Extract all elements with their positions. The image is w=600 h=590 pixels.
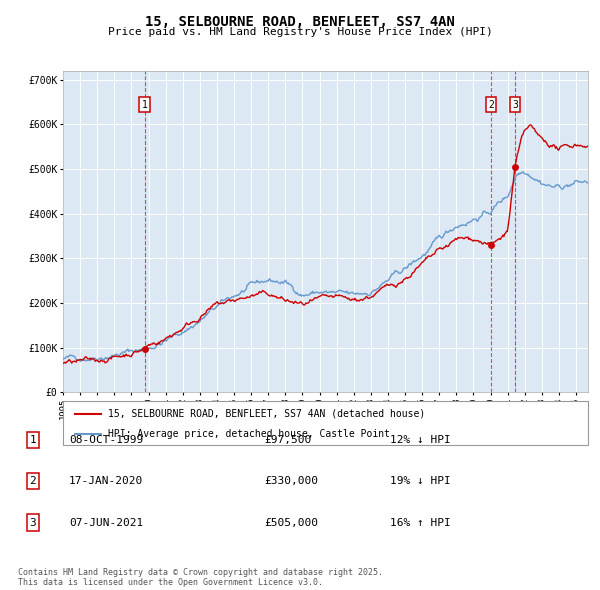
FancyBboxPatch shape [63,401,588,445]
Text: Contains HM Land Registry data © Crown copyright and database right 2025.
This d: Contains HM Land Registry data © Crown c… [18,568,383,587]
Text: 3: 3 [29,517,37,527]
Text: Price paid vs. HM Land Registry's House Price Index (HPI): Price paid vs. HM Land Registry's House … [107,27,493,37]
Text: 15, SELBOURNE ROAD, BENFLEET, SS7 4AN (detached house): 15, SELBOURNE ROAD, BENFLEET, SS7 4AN (d… [107,409,425,418]
Text: £97,500: £97,500 [264,435,311,445]
Text: £330,000: £330,000 [264,476,318,486]
Text: HPI: Average price, detached house, Castle Point: HPI: Average price, detached house, Cast… [107,430,389,440]
Text: 1: 1 [29,435,37,445]
Text: 07-JUN-2021: 07-JUN-2021 [69,517,143,527]
Text: 1: 1 [142,100,148,110]
Text: 16% ↑ HPI: 16% ↑ HPI [390,517,451,527]
Text: £505,000: £505,000 [264,517,318,527]
Text: 17-JAN-2020: 17-JAN-2020 [69,476,143,486]
Text: 08-OCT-1999: 08-OCT-1999 [69,435,143,445]
Text: 2: 2 [488,100,494,110]
Text: 15, SELBOURNE ROAD, BENFLEET, SS7 4AN: 15, SELBOURNE ROAD, BENFLEET, SS7 4AN [145,15,455,29]
Text: 12% ↓ HPI: 12% ↓ HPI [390,435,451,445]
Text: 3: 3 [512,100,518,110]
Text: 2: 2 [29,476,37,486]
Text: 19% ↓ HPI: 19% ↓ HPI [390,476,451,486]
